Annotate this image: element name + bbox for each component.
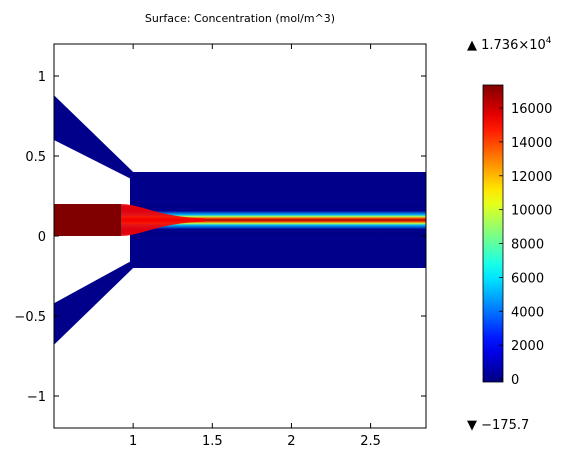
y-tick-label: 0 <box>38 230 46 245</box>
y-tick-label: 0.5 <box>25 150 46 165</box>
domain-surface <box>54 95 426 345</box>
max-value-label: ▲ 1.736×104 <box>467 36 552 53</box>
y-tick-label: 1 <box>38 70 46 85</box>
colorbar-tick-label: 0 <box>511 373 519 388</box>
inlet-top-channel <box>54 95 134 180</box>
colorbar-tick-label: 14000 <box>511 136 552 151</box>
max-value-exponent: 4 <box>546 36 552 46</box>
y-tick-label: −0.5 <box>14 310 46 325</box>
x-tick-label: 2 <box>287 434 295 449</box>
inlet-center-channel <box>54 204 121 236</box>
y-axis-ticks: 1 0.5 0 −0.5 −1 <box>14 70 426 405</box>
y-tick-label: −1 <box>27 390 46 405</box>
colorbar-tick-label: 8000 <box>511 238 544 253</box>
colorbar-ticks: 0 2000 4000 6000 8000 10000 12000 14000 16000 <box>499 102 552 388</box>
colorbar-tick-label: 12000 <box>511 170 552 185</box>
x-axis-ticks: 1 1.5 2 2.5 <box>129 44 381 449</box>
colorbar-tick-label: 10000 <box>511 204 552 219</box>
x-tick-label: 2.5 <box>360 434 381 449</box>
chart-title: Surface: Concentration (mol/m^3) <box>145 12 335 25</box>
inlet-bottom-channel <box>54 260 134 345</box>
concentration-plume <box>120 204 205 236</box>
colorbar-tick-label: 6000 <box>511 271 544 286</box>
x-tick-label: 1.5 <box>202 434 223 449</box>
colorbar-tick-label: 2000 <box>511 339 544 354</box>
colorbar-tick-label: 4000 <box>511 305 544 320</box>
colorbar-tick-label: 16000 <box>511 102 552 117</box>
x-tick-label: 1 <box>129 434 137 449</box>
min-value-label: ▼ −175.7 <box>467 418 529 433</box>
colorbar <box>482 84 504 383</box>
